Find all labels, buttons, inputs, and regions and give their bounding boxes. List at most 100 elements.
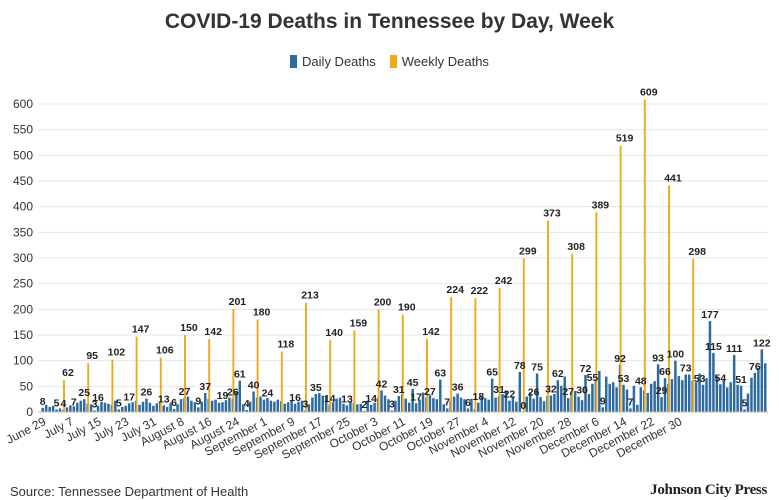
daily-bar [736,384,739,412]
daily-bar [625,389,629,412]
weekly-data-label: 298 [688,246,706,258]
weekly-data-label: 102 [108,347,126,359]
daily-bar [732,355,736,412]
daily-data-label: 14 [324,393,336,405]
weekly-bar [280,351,283,412]
daily-data-label: 29 [656,385,668,397]
daily-data-label: 19 [217,390,229,402]
daily-bar [276,399,280,412]
daily-bar [190,400,193,412]
daily-bar [252,391,255,412]
daily-bar [649,383,653,412]
daily-bar [345,405,349,412]
weekly-data-label: 201 [229,296,247,308]
daily-bar [335,398,338,412]
daily-bar [404,398,407,412]
y-tick-label: 50 [20,379,34,393]
daily-bar [297,401,300,412]
daily-bar [349,401,352,412]
daily-data-label: 66 [659,366,671,378]
daily-bar [528,392,532,412]
daily-data-label: 92 [614,353,626,365]
daily-bar [442,404,446,412]
daily-data-label: 16 [92,392,104,404]
daily-bar [494,397,497,412]
daily-data-label: 6 [465,397,471,409]
daily-data-label: 5 [116,397,122,409]
daily-data-label: 5 [54,397,60,409]
daily-bar [138,404,141,412]
daily-bar [165,406,169,412]
legend-item-daily[interactable]: Daily Deaths [290,54,376,69]
weekly-bar [208,339,211,412]
daily-bar [463,399,466,412]
weekly-data-label: 224 [446,284,464,296]
daily-bar [120,406,124,412]
weekly-data-label: 159 [350,317,368,329]
weekly-bar [256,319,259,412]
daily-bar [55,409,58,412]
daily-bar [41,407,44,412]
y-tick-label: 250 [13,277,33,291]
daily-bar [677,376,681,412]
daily-data-label: 73 [680,363,692,375]
weekly-bar [305,302,307,412]
weekly-bar [353,330,356,412]
daily-data-label: 2 [361,399,367,411]
weekly-bar [595,212,598,412]
weekly-bar [135,336,138,412]
weekly-data-label: 118 [277,338,294,350]
daily-bar [705,378,708,412]
daily-bar [674,360,677,412]
daily-bar [525,396,528,412]
daily-data-label: 78 [514,360,526,372]
daily-bar [65,407,69,412]
daily-bar [515,401,518,412]
daily-bar [124,405,127,412]
daily-bar [342,403,345,412]
daily-bar [452,396,456,412]
daily-bar [290,400,293,412]
daily-bar [439,379,442,412]
daily-bar [266,398,269,412]
daily-bar [542,401,546,412]
daily-bar [743,409,746,412]
daily-data-label: 53 [694,373,706,385]
daily-bar [584,375,587,412]
weekly-data-label: 389 [592,199,610,211]
y-tick-label: 300 [13,251,33,265]
daily-data-label: 75 [531,362,543,374]
weekly-data-label: 150 [180,322,198,334]
daily-bar [656,364,660,412]
weekly-bar [63,380,65,412]
daily-data-label: 55 [587,372,599,384]
daily-bar [608,383,611,412]
daily-bar [186,396,190,412]
daily-data-label: 3 [92,398,98,410]
weekly-bar [547,220,549,412]
legend-item-weekly[interactable]: Weekly Deaths [389,54,489,69]
daily-bar [687,374,691,412]
daily-bar [214,399,217,412]
daily-bar [739,385,743,412]
daily-data-label: 45 [407,377,419,389]
daily-bar [573,390,577,412]
daily-data-label: 54 [714,372,726,384]
daily-data-label: 4 [244,398,250,410]
y-tick-label: 150 [13,328,33,342]
daily-bar [383,395,387,412]
daily-data-label: 22 [504,389,516,401]
daily-bar [283,403,286,412]
daily-data-label: 6 [171,397,177,409]
daily-bar [79,400,83,412]
daily-bar [69,405,72,412]
daily-bar [432,398,435,412]
daily-bar [390,410,394,412]
daily-bar [764,363,767,412]
daily-bar [604,376,608,412]
daily-bar [729,382,732,412]
daily-bar [532,398,535,412]
daily-data-label: 93 [652,352,664,364]
daily-bar [241,404,245,412]
